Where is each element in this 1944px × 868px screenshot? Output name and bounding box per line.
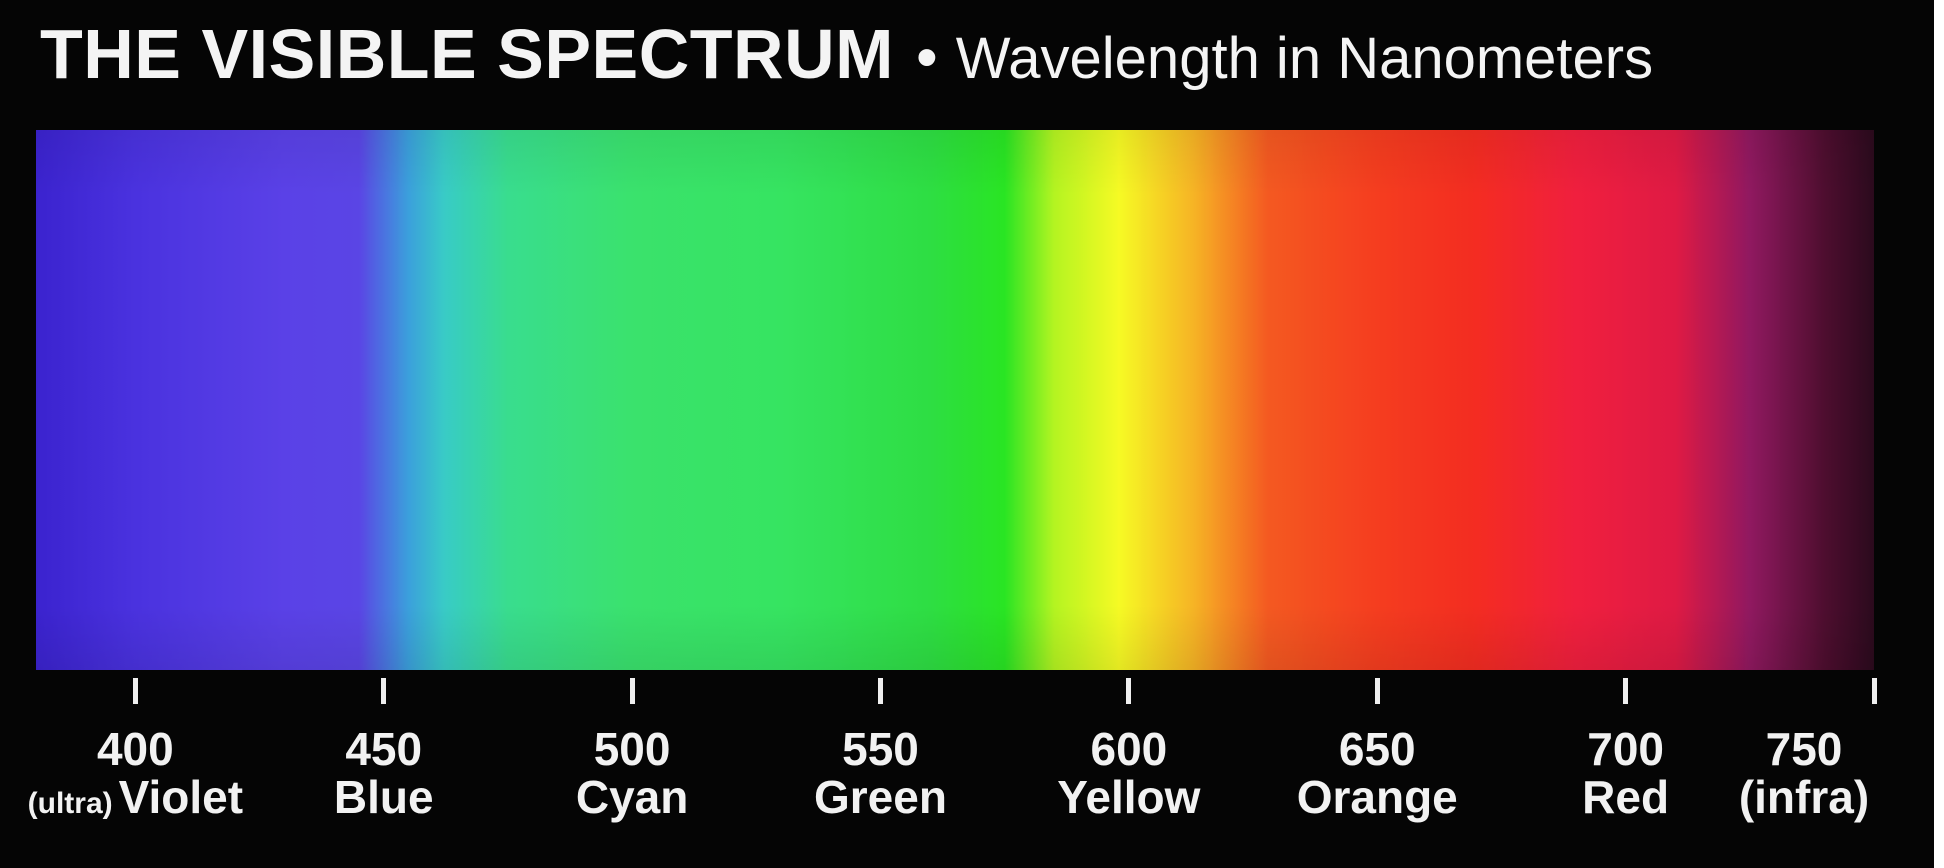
- tick-650: [1374, 678, 1380, 704]
- color-name-text: Green: [814, 771, 947, 823]
- color-name: (infra): [1674, 774, 1934, 820]
- tick-label-550: 550 Green: [750, 726, 1010, 820]
- tick-600: [1126, 678, 1132, 704]
- tick-label-400: 400 (ultra) Violet: [5, 726, 265, 820]
- tick-value: 650: [1338, 723, 1416, 775]
- title-row: THE VISIBLE SPECTRUM • Wavelength in Nan…: [40, 14, 1653, 104]
- color-name: Green: [750, 774, 1010, 820]
- page-title: THE VISIBLE SPECTRUM: [40, 15, 894, 93]
- tick-400: [132, 678, 138, 704]
- tick-value: 400: [96, 723, 174, 775]
- color-name-text: Violet: [118, 771, 244, 823]
- spectrum-gradient-fill: [36, 130, 1874, 670]
- color-name-text: Blue: [333, 771, 434, 823]
- color-name-text: (infra): [1738, 771, 1870, 823]
- tick-label-450: 450 Blue: [254, 726, 514, 820]
- tick-500: [629, 678, 635, 704]
- tick-700: [1623, 678, 1629, 704]
- color-name: Red: [1496, 774, 1756, 820]
- tick-value: 750: [1765, 723, 1843, 775]
- tick-value: 700: [1587, 723, 1664, 775]
- tick-value: 500: [593, 723, 671, 775]
- color-name: (ultra) Violet: [5, 774, 265, 820]
- tick-450: [381, 678, 387, 704]
- color-name-text: Orange: [1296, 771, 1458, 823]
- tick-550: [877, 678, 883, 704]
- tick-value: 550: [842, 723, 919, 775]
- color-name-text: Red: [1582, 771, 1670, 823]
- tick-label-700: 700 Red: [1496, 726, 1756, 820]
- tick-label-600: 600 Yellow: [999, 726, 1259, 820]
- tick-value: 450: [345, 723, 423, 775]
- color-name-prefix: (ultra): [27, 787, 113, 820]
- tick-label-650: 650 Orange: [1247, 726, 1507, 820]
- color-name: Orange: [1247, 774, 1507, 820]
- tick-value: 600: [1090, 723, 1168, 775]
- color-name-text: Cyan: [575, 771, 689, 823]
- color-name: Blue: [254, 774, 514, 820]
- tick-750: [1871, 678, 1877, 704]
- title-separator: •: [915, 23, 938, 92]
- spectrum-bar: [36, 130, 1874, 670]
- color-name-text: Yellow: [1057, 771, 1201, 823]
- page-subtitle: Wavelength in Nanometers: [955, 26, 1654, 91]
- tick-label-750: 750 (infra): [1674, 726, 1934, 820]
- tick-label-500: 500 Cyan: [502, 726, 762, 820]
- color-name: Yellow: [999, 774, 1259, 820]
- color-name: Cyan: [502, 774, 762, 820]
